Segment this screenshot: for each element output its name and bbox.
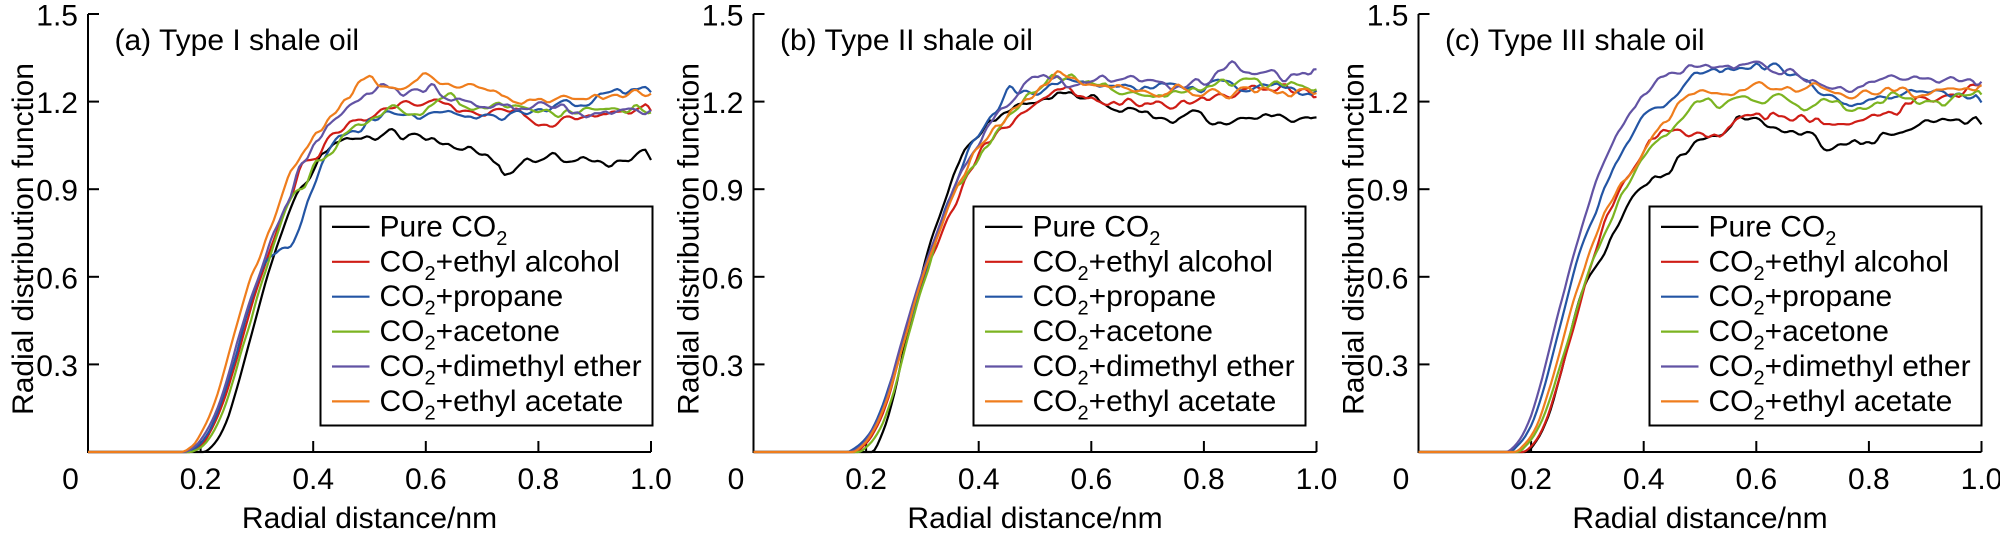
panel-b-y-axis-title: Radial distribution function (673, 63, 706, 415)
panel-c-ytick-label-1.5: 1.5 (1367, 0, 1409, 33)
panel-b-ytick-label-1.5: 1.5 (702, 0, 744, 33)
panel-b-ytick-label-1.2: 1.2 (702, 87, 744, 120)
panel-b-title: (b) Type II shale oil (780, 24, 1033, 57)
panel-c-title: (c) Type III shale oil (1445, 24, 1705, 57)
panel-a-ytick-label-1.2: 1.2 (36, 87, 78, 120)
panel-b-xtick-label-0.6: 0.6 (1070, 463, 1112, 496)
panel-a: 0.3 0.6 0.9 1.2 1.5 0.2 0.4 0.6 0.8 1.0 0 Radial di… (7, 0, 672, 535)
panel-b-x-axis-title: Radial distance/nm (907, 502, 1162, 535)
panel-c-x-axis-title: Radial distance/nm (1572, 502, 1827, 535)
panel-b-origin-label: 0 (728, 463, 745, 496)
panel-a-ytick-label-1.5: 1.5 (36, 0, 78, 33)
panel-b-ytick-label-0.6: 0.6 (702, 262, 744, 295)
panel-a-ytick-label-0.3: 0.3 (36, 350, 78, 383)
panel-c-xtick-label-0.2: 0.2 (1510, 463, 1552, 496)
panel-b-xtick-label-0.2: 0.2 (845, 463, 887, 496)
panel-c-xtick-label-0.6: 0.6 (1735, 463, 1777, 496)
panel-c-origin-label: 0 (1393, 463, 1410, 496)
panel-c-ytick-label-1.2: 1.2 (1367, 87, 1409, 120)
panel-a-xtick-label-0.8: 0.8 (518, 463, 560, 496)
panel-c-xtick-label-0.8: 0.8 (1848, 463, 1890, 496)
panel-b: 0.3 0.6 0.9 1.2 1.5 0.2 0.4 0.6 0.8 1.0 0 Radial di… (673, 0, 1338, 535)
panel-c-ytick-label-0.6: 0.6 (1367, 262, 1409, 295)
panel-c-xtick-label-1.0: 1.0 (1961, 463, 2000, 496)
panel-b-ytick-label-0.3: 0.3 (702, 350, 744, 383)
panel-a-y-axis-title: Radial distribution function (7, 63, 40, 415)
panel-a-title: (a) Type I shale oil (115, 24, 360, 57)
panel-b-xtick-label-0.8: 0.8 (1183, 463, 1225, 496)
panel-b-xtick-label-1.0: 1.0 (1296, 463, 1338, 496)
panel-a-xtick-label-0.6: 0.6 (405, 463, 447, 496)
panel-a-x-axis-title: Radial distance/nm (242, 502, 497, 535)
panel-a-ytick-label-0.6: 0.6 (36, 262, 78, 295)
panel-c-ytick-label-0.3: 0.3 (1367, 350, 1409, 383)
panel-a-xtick-label-0.4: 0.4 (292, 463, 334, 496)
panel-a-ytick-label-0.9: 0.9 (36, 175, 78, 208)
panel-c-y-axis-title: Radial distribution function (1338, 63, 1371, 415)
panel-b-xtick-label-0.4: 0.4 (958, 463, 1000, 496)
panel-a-xtick-label-0.2: 0.2 (180, 463, 222, 496)
panel-c-xtick-label-0.4: 0.4 (1623, 463, 1665, 496)
panel-a-origin-label: 0 (62, 463, 79, 496)
panel-b-ytick-label-0.9: 0.9 (702, 175, 744, 208)
panel-c: 0.3 0.6 0.9 1.2 1.5 0.2 0.4 0.6 0.8 1.0 0 Radial di… (1338, 0, 2000, 535)
panel-a-xtick-label-1.0: 1.0 (630, 463, 672, 496)
panel-c-ytick-label-0.9: 0.9 (1367, 175, 1409, 208)
